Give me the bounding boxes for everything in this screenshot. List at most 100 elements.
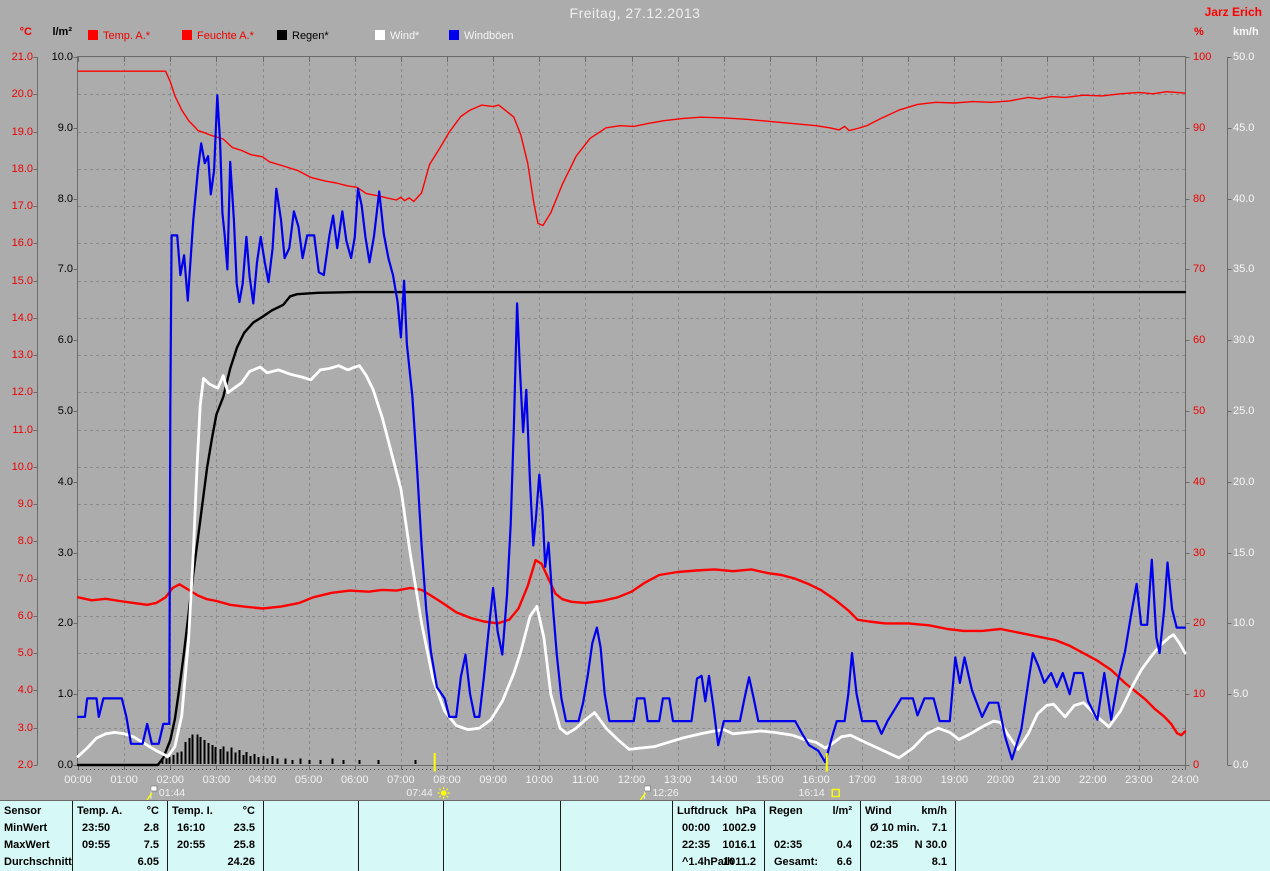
time-label: 21:00	[1032, 774, 1061, 786]
axis-tick-label: 80	[1193, 192, 1206, 205]
time-label: 11:00	[572, 774, 599, 786]
legend-item-wind-[interactable]: Wind*	[375, 30, 419, 42]
table-cell: 7.5	[143, 839, 159, 851]
axis-tick-label: 12.0	[11, 386, 33, 399]
table-cell: 1002.9	[722, 822, 756, 834]
time-label: 24:00	[1171, 774, 1199, 786]
table-cell: 25.8	[233, 839, 255, 851]
axis-tick-label: 16.0	[11, 237, 33, 250]
table-cell: 09:55	[82, 839, 111, 851]
table-divider	[358, 801, 359, 871]
axis-tick-label: 10	[1193, 688, 1206, 701]
table-cell: 0.4	[836, 839, 852, 851]
axis-tick-label: 11.0	[12, 423, 33, 436]
axis-tick-label: 5.0	[1233, 688, 1249, 701]
axis-tick-label: 4.0	[17, 684, 33, 697]
axis-tick-label: 6.0	[57, 334, 73, 347]
table-divider	[263, 801, 264, 871]
sunrise-icon	[437, 787, 450, 799]
astro-event-time: 01:44	[158, 787, 186, 799]
axis-tick-label: 19.0	[11, 125, 33, 138]
table-cell: Ø 10 min.	[870, 822, 920, 834]
table-cell: hPa	[735, 805, 756, 817]
table-cell: Luftdruck	[677, 805, 728, 817]
axis-tick-label: 25.0	[1233, 405, 1255, 417]
time-label: 14:00	[709, 774, 738, 786]
rain-axis-unit: l/m²	[52, 26, 72, 38]
axis-tick-label: 100	[1193, 51, 1212, 63]
time-label: 17:00	[848, 774, 876, 786]
axis-tick-label: 3.0	[17, 721, 33, 734]
table-cell: 16:10	[177, 822, 206, 834]
table-cell: 00:00	[682, 822, 711, 834]
legend-item-temp-a-[interactable]: Temp. A.*	[88, 30, 150, 42]
axis-tick-label: 5.0	[17, 647, 33, 660]
axis-tick-label: 5.0	[57, 405, 73, 417]
axis-tick-label: 10.0	[11, 460, 33, 473]
legend-swatch	[375, 30, 385, 40]
table-cell: 02:35	[870, 839, 899, 851]
legend-item-feuchte-a-[interactable]: Feuchte A.*	[182, 30, 254, 42]
table-divider	[764, 801, 765, 871]
legend-label: Regen*	[292, 30, 329, 42]
time-label: 18:00	[894, 774, 923, 786]
table-cell: 1011.2	[722, 856, 756, 868]
axis-tick-label: 50	[1193, 405, 1206, 417]
axis-tick-label: 2.0	[17, 759, 33, 771]
axis-tick-label: 40	[1193, 475, 1206, 488]
table-cell: km/h	[921, 805, 947, 817]
axis-tick-label: 13.0	[11, 349, 33, 362]
table-cell: 6.05	[137, 856, 159, 868]
time-label: 15:00	[756, 774, 784, 786]
axis-tick-label: 20.0	[1233, 475, 1255, 488]
time-label: 10:00	[525, 774, 554, 786]
wind-axis-unit: km/h	[1233, 26, 1259, 38]
axis-tick-label: 7.0	[57, 263, 73, 276]
flag-icon	[639, 785, 651, 800]
legend-item-regen-[interactable]: Regen*	[277, 30, 329, 42]
summary-table: Sensor MinWert MaxWert Durchschnitt Temp. A.…	[0, 800, 1270, 871]
axis-tick-label: 4.0	[57, 475, 73, 488]
table-cell: Gesamt:	[774, 856, 819, 868]
axis-tick-label: 90	[1193, 121, 1206, 134]
axis-tick-label: 8.0	[57, 192, 73, 205]
astro-event-time: 07:44	[406, 787, 433, 799]
table-cell: Regen	[769, 805, 803, 817]
time-label: 22:00	[1078, 774, 1107, 786]
axis-tick-label: 6.0	[17, 609, 33, 622]
axis-tick-label: 30.0	[1233, 334, 1255, 347]
time-label: 03:00	[202, 774, 231, 786]
axis-tick-label: 9.0	[57, 121, 73, 134]
time-label: 07:00	[387, 774, 415, 786]
table-row-label: Sensor	[4, 805, 42, 817]
table-cell: °C	[146, 805, 159, 817]
axis-tick-label: 10.0	[1233, 617, 1255, 630]
table-divider	[72, 801, 73, 871]
legend-swatch	[182, 30, 192, 40]
time-label: 00:00	[64, 774, 92, 786]
time-label: 06:00	[340, 774, 369, 786]
series-windb-en	[76, 94, 1187, 764]
legend-swatch	[449, 30, 459, 40]
table-cell: Wind	[865, 805, 892, 817]
plot-border	[77, 56, 1186, 766]
astro-event-time: 12:26	[652, 787, 679, 799]
flag-icon	[146, 785, 158, 800]
time-label: 02:00	[156, 774, 185, 786]
station-name: Jarz Erich	[1204, 5, 1262, 19]
axis-tick-label: 60	[1193, 334, 1206, 347]
series-wind	[76, 364, 1187, 760]
table-cell: l/m²	[832, 805, 852, 817]
table-cell: 24.26	[227, 856, 255, 868]
legend-item-windb-en[interactable]: Windböen	[449, 30, 514, 42]
temp-axis-unit: °C	[19, 26, 32, 38]
table-cell: 23.5	[233, 822, 255, 834]
time-label: 05:00	[294, 774, 323, 786]
legend-label: Temp. A.*	[103, 30, 151, 42]
table-cell: N 30.0	[914, 839, 947, 851]
plot-area[interactable]	[0, 0, 1270, 800]
time-label: 01:00	[110, 774, 138, 786]
axis-tick-label: 3.0	[57, 546, 73, 559]
legend-swatch	[277, 30, 287, 40]
time-label: 20:00	[986, 774, 1015, 786]
